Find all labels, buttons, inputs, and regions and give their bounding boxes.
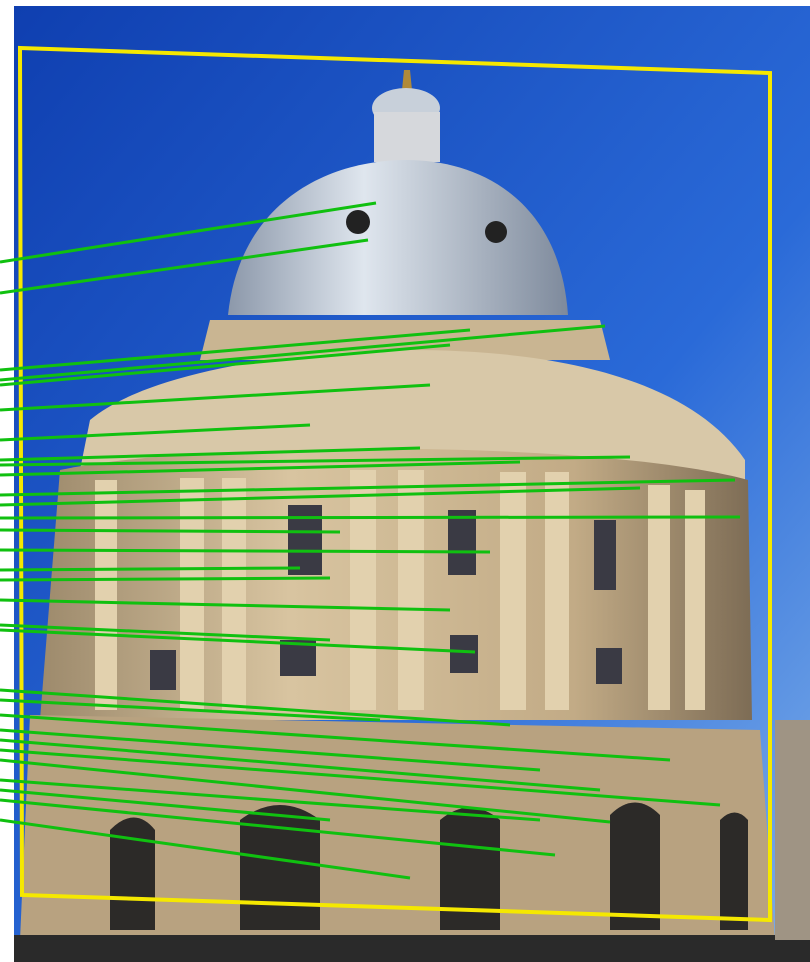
- dome-window: [485, 221, 507, 243]
- page: {}: [0, 0, 810, 962]
- side-building: [775, 720, 810, 940]
- photo: [14, 6, 810, 962]
- photo-with-matches: [0, 0, 810, 962]
- railing: [14, 935, 810, 962]
- rotunda: [40, 449, 752, 720]
- lantern: [374, 112, 440, 162]
- dome-window: [346, 210, 370, 234]
